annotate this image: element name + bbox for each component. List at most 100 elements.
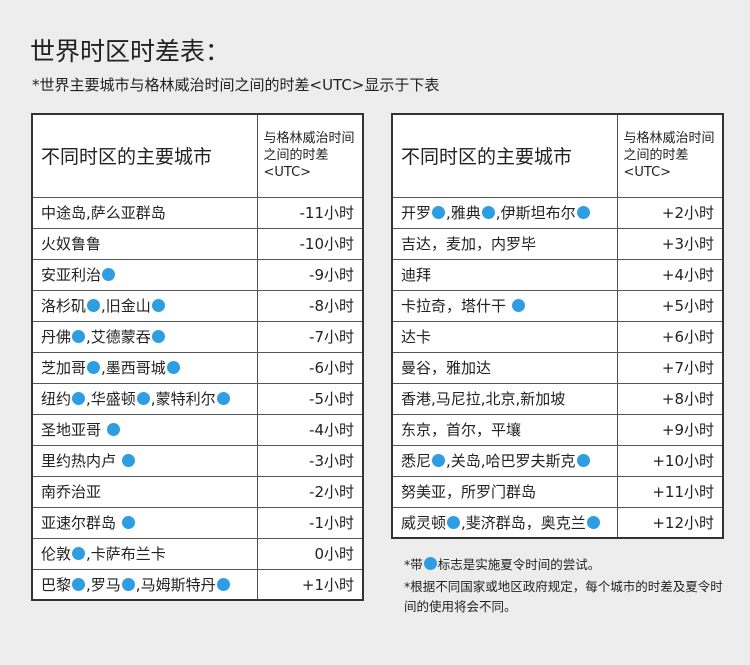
offset: +4小时 <box>616 258 724 291</box>
city: 开罗 <box>401 204 432 222</box>
offset: +2小时 <box>616 196 724 229</box>
dst-dot <box>121 454 135 467</box>
row: 中途岛,萨么亚群岛 -11小时 <box>31 196 364 229</box>
row: 曼谷，雅加达 +7小时 <box>391 351 724 384</box>
row: 悉尼 ,关岛,哈巴罗夫斯克 +10小时 <box>391 444 724 477</box>
row: 南乔治亚 -2小时 <box>31 475 364 508</box>
right-table: 不同时区的主要城市 与格林威治时间之间的时差<UTC> 开罗 ,雅典 ,伊斯坦布尔 +2… <box>391 113 724 539</box>
city-cell: 芝加哥 ,墨西哥城 <box>31 351 258 384</box>
city: 伦敦 <box>41 545 72 563</box>
city: ,卡萨布兰卡 <box>86 545 166 563</box>
city-cell: 巴黎 ,罗马 ,马姆斯特丹 <box>31 568 258 601</box>
dst-dot <box>72 330 86 343</box>
dst-dot <box>151 330 165 343</box>
city-cell: 努美亚，所罗门群岛 <box>391 475 618 508</box>
city: 吉达，麦加，内罗毕 <box>401 235 537 253</box>
city: 曼谷，雅加达 <box>401 359 492 377</box>
city: ,华盛顿 <box>86 390 136 408</box>
city-cell: 迪拜 <box>391 258 618 291</box>
offset: +10小时 <box>616 444 724 477</box>
dst-dot <box>576 454 590 467</box>
city: ,关岛,哈巴罗夫斯克 <box>446 452 576 470</box>
dst-dot <box>447 515 461 529</box>
offset: -5小时 <box>256 382 364 415</box>
dst-dot <box>432 206 446 219</box>
row: 洛杉矶 ,旧金山 -8小时 <box>31 289 364 322</box>
city: 纽约 <box>41 390 72 408</box>
row: 迪拜 +4小时 <box>391 258 724 291</box>
city: 芝加哥 <box>41 359 87 377</box>
dst-dot <box>423 557 437 570</box>
row: 巴黎 ,罗马 ,马姆斯特丹 +1小时 <box>31 568 364 601</box>
dst-note: *带 标志是实施夏令时间的尝试。 <box>404 555 724 575</box>
row: 丹佛 ,艾德蒙吞 -7小时 <box>31 320 364 353</box>
row: 开罗 ,雅典 ,伊斯坦布尔 +2小时 <box>391 196 724 229</box>
dst-dot <box>106 423 120 436</box>
dst-dot <box>87 361 101 374</box>
note-text: *带 <box>404 557 423 572</box>
city-cell: 丹佛 ,艾德蒙吞 <box>31 320 258 353</box>
offset: +5小时 <box>616 289 724 322</box>
offset: -2小时 <box>256 475 364 508</box>
offset: +6小时 <box>616 320 724 353</box>
city: ,艾德蒙吞 <box>86 328 151 346</box>
dst-dot <box>166 361 180 374</box>
city: 东京，首尔，平壤 <box>401 421 522 439</box>
city: 巴黎 <box>41 575 72 594</box>
dst-dot <box>72 547 86 560</box>
dst-dot <box>216 577 230 591</box>
row: 亚速尔群岛 -1小时 <box>31 506 364 539</box>
city: 亚速尔群岛 <box>41 514 117 532</box>
city-cell: 里约热内卢 <box>31 444 258 477</box>
city-cell: 东京，首尔，平壤 <box>391 413 618 446</box>
note-text: 标志是实施夏令时间的尝试。 <box>437 557 601 572</box>
city: 中途岛,萨么亚群岛 <box>41 204 166 222</box>
city: 迪拜 <box>401 266 432 284</box>
offset: -6小时 <box>256 351 364 384</box>
city: 达卡 <box>401 328 432 346</box>
dst-dot <box>481 206 495 219</box>
city: 努美亚，所罗门群岛 <box>401 483 537 501</box>
city: 安亚利治 <box>41 266 102 284</box>
city-cell: 火奴鲁鲁 <box>31 227 258 260</box>
left-table: 不同时区的主要城市 与格林威治时间之间的时差<UTC> 中途岛,萨么亚群岛 -11小… <box>31 113 364 601</box>
row: 纽约 ,华盛顿 ,蒙特利尔 -5小时 <box>31 382 364 415</box>
city: 卡拉奇，塔什干 <box>401 297 507 315</box>
header-cell: 不同时区的主要城市 <box>31 113 258 198</box>
offset: +7小时 <box>616 351 724 384</box>
row: 达卡 +6小时 <box>391 320 724 353</box>
offset: -11小时 <box>256 196 364 229</box>
offset: -8小时 <box>256 289 364 322</box>
city: 丹佛 <box>41 328 72 346</box>
offset: +8小时 <box>616 382 724 415</box>
city: 南乔治亚 <box>41 483 102 501</box>
offset: -3小时 <box>256 444 364 477</box>
city-cell: 伦敦 ,卡萨布兰卡 <box>31 537 258 570</box>
note: *根据不同国家或地区政府规定，每个城市的时差及夏令时间的使用将会不同。 <box>404 579 723 614</box>
city: ,墨西哥城 <box>101 359 166 377</box>
city: 香港,马尼拉,北京,新加坡 <box>401 390 566 408</box>
row: 伦敦 ,卡萨布兰卡 0小时 <box>31 537 364 570</box>
city-cell: 开罗 ,雅典 ,伊斯坦布尔 <box>391 196 618 229</box>
city: 威灵顿 <box>401 513 447 532</box>
city: ,蒙特利尔 <box>150 390 216 408</box>
city: ,罗马 <box>86 575 121 594</box>
dst-dot <box>576 206 590 219</box>
city-cell: 安亚利治 <box>31 258 258 291</box>
offset: -4小时 <box>256 413 364 446</box>
dst-dot <box>151 299 165 312</box>
city: 圣地亚哥 <box>41 421 102 439</box>
row: 火奴鲁鲁 -10小时 <box>31 227 364 260</box>
offset: -1小时 <box>256 506 364 539</box>
header-row: 不同时区的主要城市 与格林威治时间之间的时差<UTC> <box>31 113 364 198</box>
offset: -7小时 <box>256 320 364 353</box>
header-row: 不同时区的主要城市 与格林威治时间之间的时差<UTC> <box>391 113 724 198</box>
city-cell: 南乔治亚 <box>31 475 258 508</box>
row: 香港,马尼拉,北京,新加坡 +8小时 <box>391 382 724 415</box>
city-cell: 卡拉奇，塔什干 <box>391 289 618 322</box>
city-cell: 曼谷，雅加达 <box>391 351 618 384</box>
row: 吉达，麦加，内罗毕 +3小时 <box>391 227 724 260</box>
row: 努美亚，所罗门群岛 +11小时 <box>391 475 724 508</box>
